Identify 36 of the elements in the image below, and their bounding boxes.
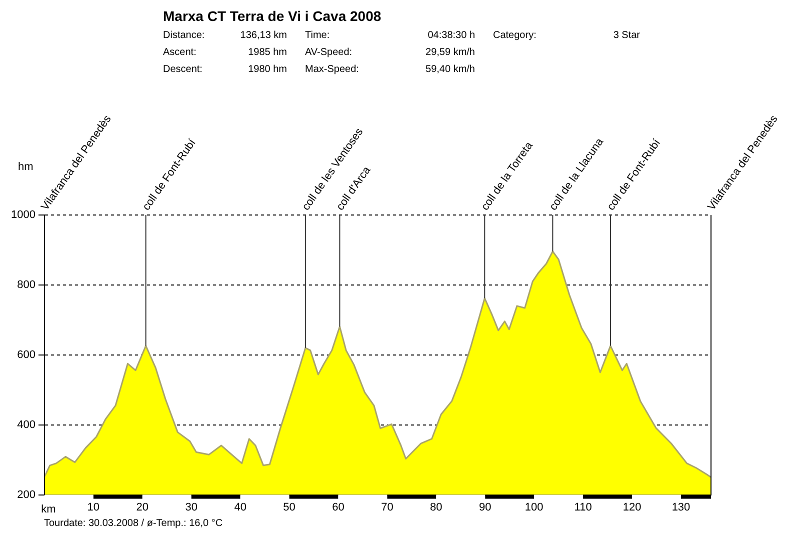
- y-tick-label: 600: [17, 348, 36, 361]
- text: Max-Speed:: [304, 64, 360, 75]
- x-tick-label: 110: [574, 501, 592, 514]
- text: Category:: [492, 30, 538, 41]
- x-tick-label: 60: [332, 501, 344, 514]
- x-tick-label: 70: [381, 501, 394, 514]
- text: 1980 hm: [247, 64, 287, 75]
- text: 1985 hm: [247, 47, 287, 58]
- x-tick-label: 40: [234, 501, 246, 514]
- text: Tourdate: 30.03.2008 / ø-Temp.: 16,0 °C: [43, 518, 224, 529]
- x-tick-label: 80: [430, 501, 442, 514]
- x-tick-label: 50: [283, 501, 296, 514]
- y-tick-label: 200: [17, 488, 36, 501]
- text: 136,13 km: [239, 30, 287, 41]
- x-tick-label: 30: [185, 501, 198, 514]
- text: AV-Speed:: [304, 47, 354, 58]
- text: 29,59 km/h: [424, 47, 475, 58]
- text: Distance:: [163, 30, 206, 41]
- y-tick-label: 1000: [10, 209, 36, 222]
- x-axis-title: km: [41, 503, 56, 516]
- chart-title: Marxa CT Terra de Vi i Cava 2008: [163, 8, 382, 24]
- text: 04:38:30 h: [426, 30, 475, 41]
- text: Descent:: [163, 64, 204, 75]
- x-tick-label: 120: [622, 501, 642, 514]
- x-tick-label: 100: [524, 501, 544, 514]
- y-axis-title: hm: [18, 161, 34, 173]
- y-tick-label: 800: [17, 278, 36, 291]
- x-tick-label: 10: [87, 501, 100, 514]
- text: Time:: [304, 30, 331, 41]
- x-tick-label: 20: [136, 501, 149, 514]
- text: Ascent:: [163, 47, 198, 58]
- x-tick-label: 130: [672, 501, 690, 514]
- text: 59,40 km/h: [424, 64, 475, 75]
- text: 3 Star: [612, 30, 640, 41]
- y-tick-label: 400: [17, 418, 36, 431]
- x-tick-label: 90: [479, 501, 492, 514]
